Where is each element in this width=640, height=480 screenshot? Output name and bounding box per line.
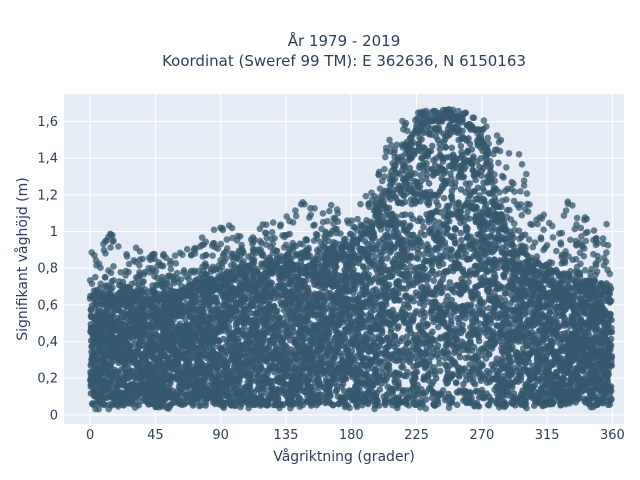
data-point [261,334,268,342]
data-point [333,263,340,271]
data-point [395,290,402,297]
data-point [404,301,412,309]
data-point [410,298,418,305]
data-point [378,327,386,335]
data-point [418,218,426,225]
data-point [236,378,243,385]
data-point [268,279,275,287]
data-point [397,337,404,345]
data-point [214,336,221,343]
data-point [350,266,357,273]
data-point [142,328,149,335]
data-point [225,324,233,331]
data-point [395,381,402,389]
data-point [413,368,421,376]
data-point [160,344,167,351]
data-point [342,375,350,383]
data-point [418,136,425,143]
data-point [393,227,400,235]
data-point [410,316,417,323]
data-point [395,323,402,330]
data-point [134,332,142,340]
data-point [384,254,391,262]
data-point [215,368,223,375]
data-point [395,278,403,285]
data-point [221,352,229,359]
data-point [384,365,392,372]
data-points [86,106,616,413]
data-point [406,223,413,231]
data-point [373,367,380,374]
data-point [387,326,395,333]
data-point [101,401,108,409]
data-point [414,255,422,262]
data-point [376,386,384,393]
data-point [372,253,379,261]
data-point [385,204,393,212]
data-point [412,375,419,382]
data-point [137,361,145,369]
data-point [165,354,172,362]
data-point [276,327,284,335]
data-point [401,198,409,206]
data-point [393,213,400,221]
data-point [420,223,427,231]
data-point [411,170,419,177]
data-point [359,311,366,319]
data-point [327,392,334,400]
data-point [385,281,393,289]
